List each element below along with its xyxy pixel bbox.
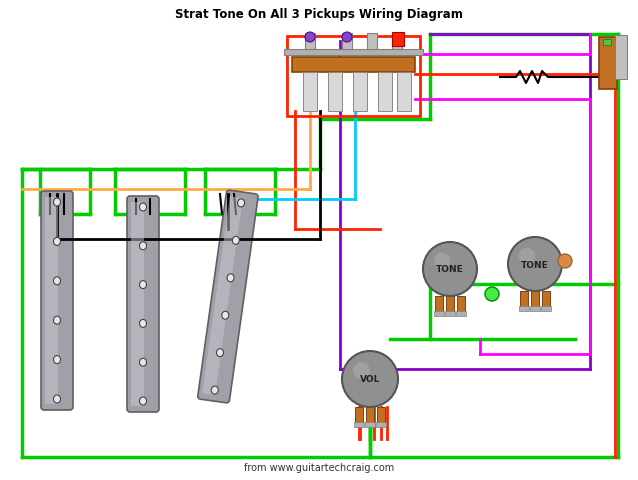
Bar bbox=[287, 37, 420, 117]
Bar bbox=[366, 407, 374, 423]
Bar bbox=[292, 58, 415, 73]
Bar bbox=[378, 73, 392, 112]
Bar bbox=[397, 73, 411, 112]
Text: TONE: TONE bbox=[436, 265, 464, 274]
Bar bbox=[456, 312, 466, 316]
Bar bbox=[355, 407, 363, 423]
FancyBboxPatch shape bbox=[45, 198, 58, 404]
Text: TONE: TONE bbox=[521, 260, 549, 269]
Ellipse shape bbox=[54, 395, 61, 403]
Circle shape bbox=[342, 33, 352, 43]
Bar bbox=[392, 33, 404, 47]
Ellipse shape bbox=[216, 349, 223, 357]
Bar bbox=[446, 296, 454, 312]
Ellipse shape bbox=[140, 281, 147, 289]
Bar bbox=[457, 296, 465, 312]
Ellipse shape bbox=[140, 320, 147, 328]
Bar bbox=[531, 291, 539, 307]
Text: VOL: VOL bbox=[360, 375, 380, 384]
Circle shape bbox=[485, 288, 499, 301]
Bar bbox=[615, 36, 627, 80]
Bar bbox=[353, 73, 367, 112]
Bar bbox=[541, 306, 551, 312]
Bar bbox=[342, 34, 352, 50]
Ellipse shape bbox=[140, 242, 147, 250]
FancyBboxPatch shape bbox=[41, 192, 73, 410]
Bar bbox=[377, 407, 385, 423]
Circle shape bbox=[342, 351, 398, 407]
Bar bbox=[305, 34, 315, 50]
Ellipse shape bbox=[140, 204, 147, 212]
Bar bbox=[520, 291, 528, 307]
Text: Strat Tone On All 3 Pickups Wiring Diagram: Strat Tone On All 3 Pickups Wiring Diagr… bbox=[175, 8, 463, 21]
Circle shape bbox=[353, 362, 370, 379]
Bar bbox=[354, 422, 364, 427]
Ellipse shape bbox=[140, 397, 147, 405]
Bar bbox=[284, 50, 423, 56]
FancyBboxPatch shape bbox=[127, 197, 159, 412]
Ellipse shape bbox=[237, 200, 244, 207]
Circle shape bbox=[434, 253, 450, 269]
FancyBboxPatch shape bbox=[131, 203, 144, 406]
Bar bbox=[365, 422, 375, 427]
Circle shape bbox=[558, 254, 572, 268]
Bar bbox=[445, 312, 455, 316]
Ellipse shape bbox=[54, 316, 61, 324]
FancyBboxPatch shape bbox=[198, 191, 258, 403]
Bar bbox=[603, 40, 611, 46]
Bar bbox=[376, 422, 386, 427]
Ellipse shape bbox=[54, 199, 61, 206]
Circle shape bbox=[508, 238, 562, 291]
Ellipse shape bbox=[211, 386, 218, 394]
Ellipse shape bbox=[140, 359, 147, 366]
Bar bbox=[392, 34, 402, 50]
Ellipse shape bbox=[54, 277, 61, 285]
Bar bbox=[519, 306, 529, 312]
Ellipse shape bbox=[54, 238, 61, 246]
Circle shape bbox=[423, 242, 477, 296]
Bar bbox=[434, 312, 444, 316]
Bar bbox=[435, 296, 443, 312]
Bar bbox=[599, 38, 617, 90]
Text: from www.guitartechcraig.com: from www.guitartechcraig.com bbox=[244, 462, 394, 472]
Bar bbox=[530, 306, 540, 312]
Bar bbox=[303, 73, 317, 112]
Bar bbox=[542, 291, 550, 307]
Ellipse shape bbox=[232, 237, 239, 245]
Circle shape bbox=[305, 33, 315, 43]
Ellipse shape bbox=[54, 356, 61, 364]
Circle shape bbox=[519, 248, 535, 264]
FancyBboxPatch shape bbox=[202, 197, 242, 395]
Bar bbox=[367, 34, 377, 50]
Bar bbox=[328, 73, 342, 112]
Ellipse shape bbox=[222, 312, 229, 320]
Ellipse shape bbox=[227, 274, 234, 282]
